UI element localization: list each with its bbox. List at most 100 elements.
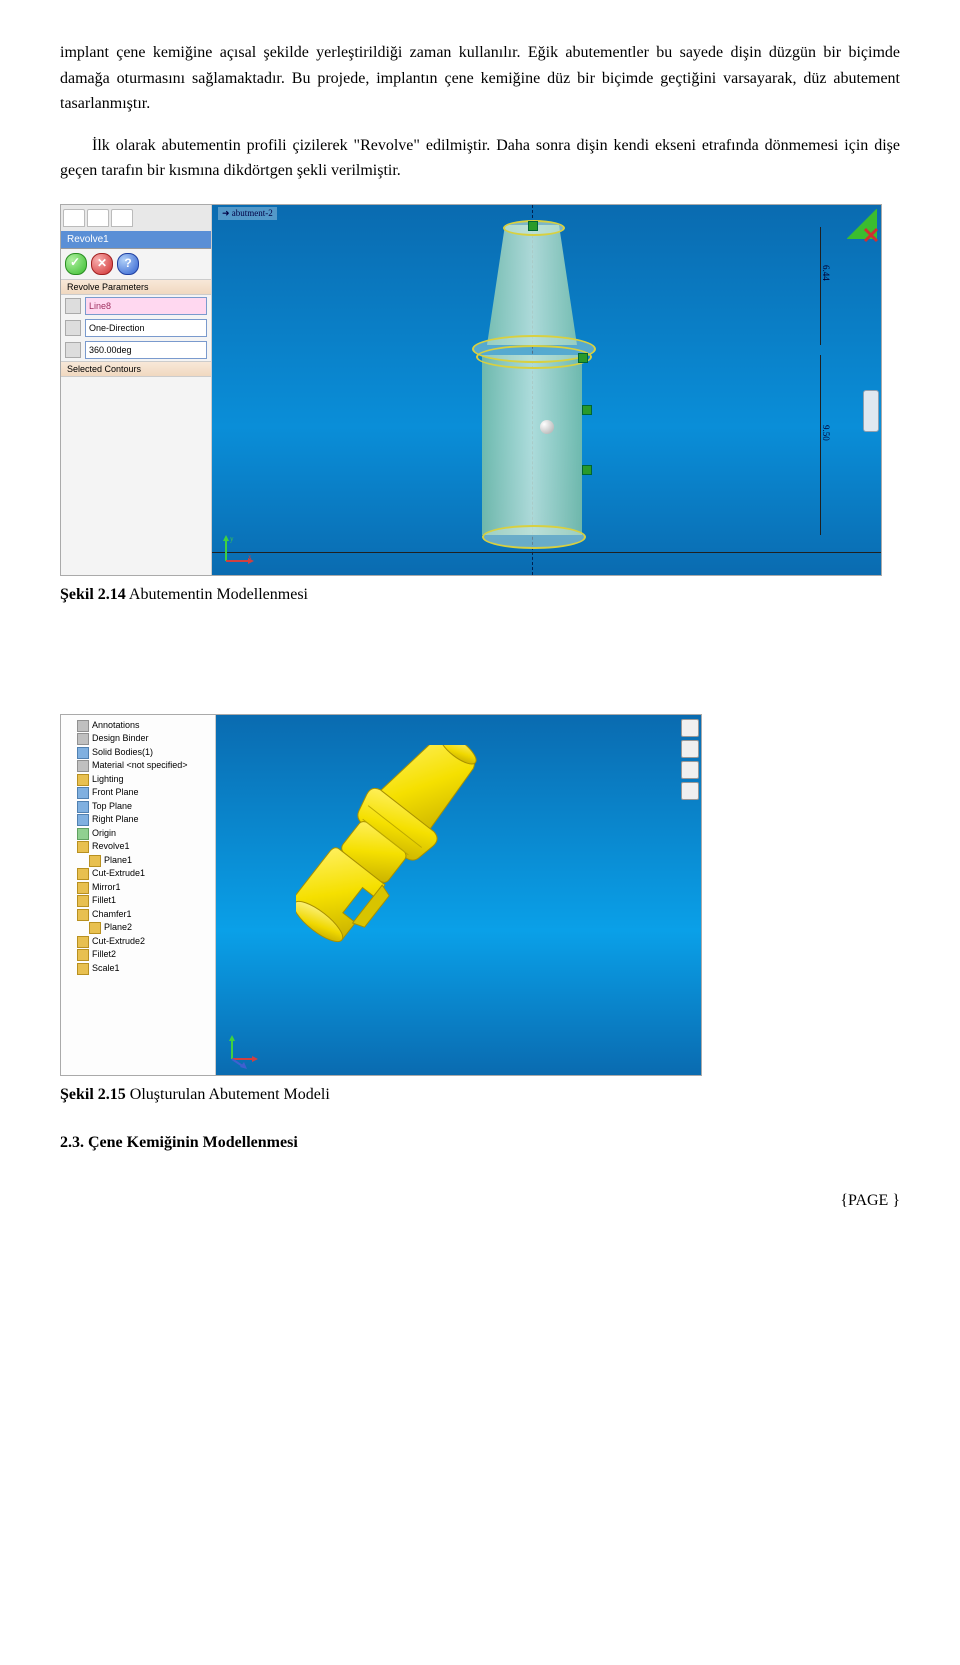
tree-item-icon xyxy=(77,963,89,975)
abutment-model xyxy=(296,745,656,1045)
dimension-value: 6.44 xyxy=(821,265,831,281)
drag-handle[interactable] xyxy=(582,405,592,415)
task-pane-button[interactable] xyxy=(681,740,699,758)
feature-name: abutment-2 xyxy=(232,208,273,218)
task-pane-buttons xyxy=(681,719,699,800)
tree-item-label: Cut-Extrude2 xyxy=(92,935,145,949)
body-paragraph-1: implant çene kemiğine açısal şekilde yer… xyxy=(60,40,900,117)
tree-item-label: Chamfer1 xyxy=(92,908,132,922)
tree-item-label: Revolve1 xyxy=(92,840,130,854)
angle-input[interactable]: 360.00deg xyxy=(85,341,207,359)
tree-item[interactable]: Revolve1 xyxy=(63,840,213,854)
tree-item-label: Origin xyxy=(92,827,116,841)
tree-item-label: Material <not specified> xyxy=(92,759,188,773)
direction-select[interactable]: One-Direction xyxy=(85,319,207,337)
task-pane-handle[interactable] xyxy=(863,390,879,432)
tree-item-label: Lighting xyxy=(92,773,124,787)
pm-tab[interactable] xyxy=(111,209,133,227)
tree-item[interactable]: Scale1 xyxy=(63,962,213,976)
cancel-corner-icon[interactable] xyxy=(863,227,879,243)
graphics-area[interactable] xyxy=(216,715,701,1075)
solidworks-screenshot-revolve: Revolve1 ✕ ? Revolve Parameters Line8 On… xyxy=(60,204,882,576)
figure-caption-2-14: Şekil 2.14 Abutementin Modellenmesi xyxy=(60,586,900,604)
dimension-extension-line xyxy=(820,355,821,535)
tree-item-label: Solid Bodies(1) xyxy=(92,746,153,760)
tree-item[interactable]: Material <not specified> xyxy=(63,759,213,773)
tree-item-icon xyxy=(77,868,89,880)
tree-item-label: Mirror1 xyxy=(92,881,121,895)
tree-item[interactable]: Plane1 xyxy=(63,854,213,868)
section-heading-2-3: 2.3. Çene Kemiğinin Modellenmesi xyxy=(60,1134,900,1152)
tree-item-label: Annotations xyxy=(92,719,140,733)
feature-tree: AnnotationsDesign BinderSolid Bodies(1)M… xyxy=(61,715,216,1075)
direction-icon xyxy=(65,320,81,336)
graphics-area[interactable]: ➜ abutment-2 6.44 9.50 xyxy=(212,205,881,575)
tree-item-label: Plane2 xyxy=(104,921,132,935)
figure-caption-2-15: Şekil 2.15 Oluşturulan Abutement Modeli xyxy=(60,1086,900,1104)
tree-item-label: Top Plane xyxy=(92,800,132,814)
tree-item-label: Right Plane xyxy=(92,813,139,827)
tree-item[interactable]: Origin xyxy=(63,827,213,841)
tree-item[interactable]: Lighting xyxy=(63,773,213,787)
figure-2-14: Revolve1 ✕ ? Revolve Parameters Line8 On… xyxy=(60,204,900,576)
tree-item[interactable]: Plane2 xyxy=(63,921,213,935)
tree-item[interactable]: Front Plane xyxy=(63,786,213,800)
tree-item-icon xyxy=(77,895,89,907)
view-triad[interactable]: y x xyxy=(218,529,258,569)
pm-tab[interactable] xyxy=(87,209,109,227)
tree-item-icon xyxy=(77,760,89,772)
tree-item[interactable]: Fillet1 xyxy=(63,894,213,908)
drag-handle[interactable] xyxy=(578,353,588,363)
tree-item[interactable]: Cut-Extrude1 xyxy=(63,867,213,881)
view-triad[interactable] xyxy=(222,1029,262,1069)
tree-item[interactable]: Chamfer1 xyxy=(63,908,213,922)
tree-item-icon xyxy=(77,909,89,921)
solidworks-screenshot-model: AnnotationsDesign BinderSolid Bodies(1)M… xyxy=(60,714,702,1076)
tree-item-icon xyxy=(77,882,89,894)
axis-icon xyxy=(65,298,81,314)
tree-item[interactable]: Design Binder xyxy=(63,732,213,746)
property-manager-panel: Revolve1 ✕ ? Revolve Parameters Line8 On… xyxy=(61,205,212,575)
drag-handle[interactable] xyxy=(528,221,538,231)
figure-2-15: AnnotationsDesign BinderSolid Bodies(1)M… xyxy=(60,714,900,1076)
tree-item-icon xyxy=(77,828,89,840)
tree-item-label: Scale1 xyxy=(92,962,120,976)
tree-item-icon xyxy=(89,922,101,934)
tree-item-icon xyxy=(77,747,89,759)
dimension-extension-line xyxy=(820,227,821,345)
tree-item-icon xyxy=(77,841,89,853)
svg-text:x: x xyxy=(248,553,252,561)
dimension-value: 9.50 xyxy=(821,425,831,441)
tree-item[interactable]: Mirror1 xyxy=(63,881,213,895)
pm-tab[interactable] xyxy=(63,209,85,227)
tree-item[interactable]: Cut-Extrude2 xyxy=(63,935,213,949)
tree-item-icon xyxy=(77,720,89,732)
caption-text: Oluşturulan Abutement Modeli xyxy=(126,1086,330,1103)
tree-item-icon xyxy=(89,855,101,867)
caption-text: Abutementin Modellenmesi xyxy=(126,586,308,603)
axis-input[interactable]: Line8 xyxy=(85,297,207,315)
task-pane-button[interactable] xyxy=(681,761,699,779)
tree-item-icon xyxy=(77,733,89,745)
tree-item[interactable]: Top Plane xyxy=(63,800,213,814)
task-pane-button[interactable] xyxy=(681,782,699,800)
cancel-button[interactable]: ✕ xyxy=(91,253,113,275)
pm-tabs xyxy=(61,205,211,231)
tree-item-label: Design Binder xyxy=(92,732,149,746)
tree-item[interactable]: Right Plane xyxy=(63,813,213,827)
drag-handle[interactable] xyxy=(582,465,592,475)
help-button[interactable]: ? xyxy=(117,253,139,275)
manipulator-sphere[interactable] xyxy=(540,420,554,434)
tree-item-icon xyxy=(77,936,89,948)
tree-item[interactable]: Fillet2 xyxy=(63,948,213,962)
tree-item-label: Fillet2 xyxy=(92,948,116,962)
caption-number: Şekil 2.15 xyxy=(60,1086,126,1103)
tree-item-label: Fillet1 xyxy=(92,894,116,908)
tree-item[interactable]: Annotations xyxy=(63,719,213,733)
svg-text:y: y xyxy=(230,535,234,543)
tree-item[interactable]: Solid Bodies(1) xyxy=(63,746,213,760)
ok-button[interactable] xyxy=(65,253,87,275)
task-pane-button[interactable] xyxy=(681,719,699,737)
tree-item-icon xyxy=(77,787,89,799)
pm-section-header: Revolve Parameters xyxy=(61,279,211,295)
